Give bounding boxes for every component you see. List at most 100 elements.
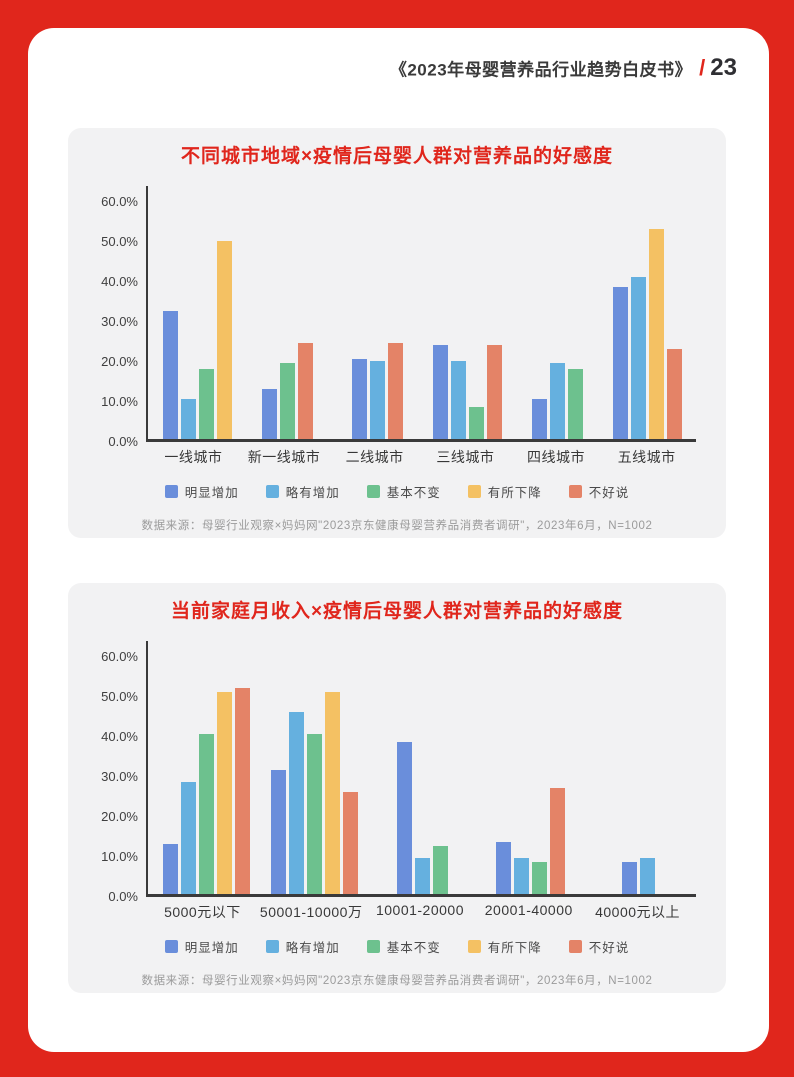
bar <box>351 359 367 439</box>
bar <box>180 782 196 894</box>
header-separator: / <box>699 55 706 80</box>
bar-group <box>152 688 260 894</box>
y-tick-label: 50.0% <box>101 234 138 249</box>
legend-label: 略有增加 <box>285 486 340 500</box>
plot-area <box>146 641 696 897</box>
legend-item: 不好说 <box>568 937 630 956</box>
bar-group <box>476 788 584 894</box>
y-tick-label: 20.0% <box>101 354 138 369</box>
legend-swatch-icon <box>164 940 178 953</box>
bar <box>513 858 529 894</box>
bar <box>648 229 664 439</box>
legend-item: 有所下降 <box>467 482 542 501</box>
bar <box>396 742 412 894</box>
legend-label: 不好说 <box>588 941 630 955</box>
y-axis: 0.0% 10.0% 20.0% 30.0% 40.0% 50.0% 60.0% <box>84 644 146 904</box>
bar-group <box>584 858 692 894</box>
bar-group <box>242 343 332 439</box>
legend-item: 明显增加 <box>164 937 239 956</box>
bar <box>621 862 637 894</box>
bar <box>306 734 322 894</box>
legend-item: 不好说 <box>568 482 630 501</box>
y-tick-label: 30.0% <box>101 769 138 784</box>
bar <box>279 363 295 439</box>
bar <box>342 792 358 894</box>
legend-label: 明显增加 <box>184 941 239 955</box>
plot-area <box>146 186 696 442</box>
page-header: 《2023年母婴营养品行业趋势白皮书》 /23 <box>28 28 769 82</box>
chart-title: 当前家庭月收入×疫情后母婴人群对营养品的好感度 <box>170 601 624 622</box>
legend-item: 基本不变 <box>366 937 441 956</box>
legend-swatch-icon <box>366 485 380 498</box>
bar <box>630 277 646 439</box>
chart-title: 不同城市地域×疫情后母婴人群对营养品的好感度 <box>180 146 614 167</box>
bar <box>486 345 502 439</box>
document-page: 《2023年母婴营养品行业趋势白皮书》 /23 不同城市地域×疫情后母婴人群对营养… <box>28 28 769 1052</box>
y-tick-label: 20.0% <box>101 809 138 824</box>
source-note: 数据来源：母婴行业观察×妈妈网"2023京东健康母婴营养品消费者调研"，2023… <box>141 975 653 987</box>
legend-swatch-icon <box>467 485 481 498</box>
bar <box>369 361 385 439</box>
legend-item: 略有增加 <box>265 482 340 501</box>
legend-swatch-icon <box>265 485 279 498</box>
bar <box>666 349 682 439</box>
bar <box>162 844 178 894</box>
bar <box>234 688 250 894</box>
legend-label: 略有增加 <box>285 941 340 955</box>
bar <box>414 858 430 894</box>
legend-item: 基本不变 <box>366 482 441 501</box>
legend-swatch-icon <box>164 485 178 498</box>
bar <box>288 712 304 894</box>
legend-label: 基本不变 <box>386 486 441 500</box>
bar-group <box>332 343 422 439</box>
legend-label: 基本不变 <box>386 941 441 955</box>
bar <box>297 343 313 439</box>
x-axis-label: 10001-20000 <box>375 902 464 918</box>
legend-label: 不好说 <box>588 486 630 500</box>
y-tick-label: 0.0% <box>108 434 138 449</box>
bar-group <box>368 742 476 894</box>
bar <box>549 363 565 439</box>
bar <box>567 369 583 439</box>
bar <box>531 399 547 439</box>
x-axis-label: 40000元以上 <box>595 904 681 920</box>
bar <box>468 407 484 439</box>
bar <box>387 343 403 439</box>
y-tick-label: 30.0% <box>101 314 138 329</box>
bar <box>450 361 466 439</box>
bar-group <box>152 241 242 439</box>
bar <box>270 770 286 894</box>
chart-legend: 明显增加 略有增加 基本不变 有所下降 不好说 <box>68 937 726 956</box>
bar <box>324 692 340 894</box>
bar <box>198 369 214 439</box>
bar <box>639 858 655 894</box>
bar <box>261 389 277 439</box>
x-axis-label: 新一线城市 <box>247 449 321 465</box>
bar <box>162 311 178 439</box>
x-axis-label: 三线城市 <box>436 449 495 465</box>
y-tick-label: 10.0% <box>101 849 138 864</box>
bar <box>612 287 628 439</box>
legend-label: 有所下降 <box>487 486 542 500</box>
chart-legend: 明显增加 略有增加 基本不变 有所下降 不好说 <box>68 482 726 501</box>
x-axis-label: 20001-40000 <box>484 902 573 918</box>
y-tick-label: 10.0% <box>101 394 138 409</box>
bar <box>531 862 547 894</box>
chart-panel-income: 当前家庭月收入×疫情后母婴人群对营养品的好感度 0.0% 10.0% 20.0% 30… <box>68 583 726 993</box>
y-axis: 0.0% 10.0% 20.0% 30.0% 40.0% 50.0% 60.0% <box>84 189 146 449</box>
legend-item: 有所下降 <box>467 937 542 956</box>
x-axis-label: 一线城市 <box>164 449 223 465</box>
x-axis-labels: 一线城市 新一线城市 二线城市 三线城市 四线城市 五线城市 <box>148 447 692 467</box>
legend-item: 略有增加 <box>265 937 340 956</box>
x-axis-label: 五线城市 <box>617 449 676 465</box>
y-tick-label: 60.0% <box>101 649 138 664</box>
bar-group <box>602 229 692 439</box>
page-number: 23 <box>710 54 737 81</box>
report-title: 《2023年母婴营养品行业趋势白皮书》 <box>389 60 693 80</box>
y-tick-label: 50.0% <box>101 689 138 704</box>
y-tick-label: 0.0% <box>108 889 138 904</box>
bar-group <box>260 692 368 894</box>
bar <box>180 399 196 439</box>
bar <box>216 241 232 439</box>
